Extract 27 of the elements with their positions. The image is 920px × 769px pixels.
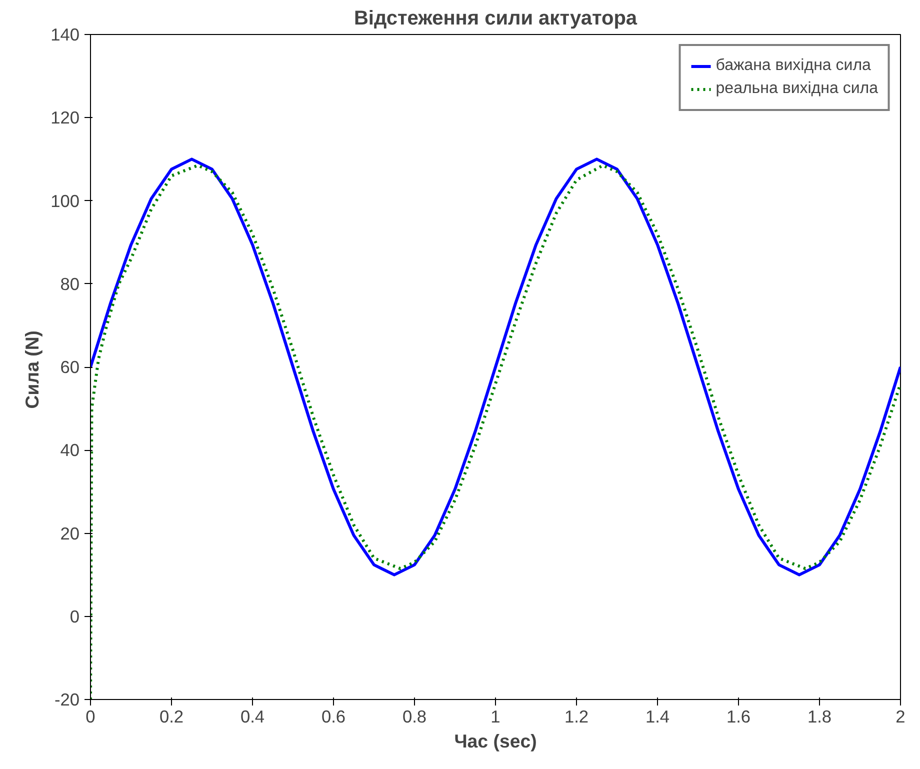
y-tick-label: 140 xyxy=(50,24,80,44)
legend-label: реальна вихідна сила xyxy=(716,80,878,98)
chart-title: Відстеження сили актуатора xyxy=(354,8,638,30)
y-tick-label: 0 xyxy=(70,606,80,626)
line-series xyxy=(90,158,900,576)
x-tick-label: 0.2 xyxy=(159,706,184,726)
y-tick-label: 60 xyxy=(60,357,80,377)
x-tick-label: 0.4 xyxy=(240,706,265,726)
y-tick-label: 40 xyxy=(60,440,80,460)
y-tick-label: 120 xyxy=(50,108,80,128)
y-tick-label: 80 xyxy=(60,274,80,294)
x-tick-label: 0.6 xyxy=(321,706,346,726)
x-tick-label: 2 xyxy=(896,706,906,726)
y-tick-label: -20 xyxy=(54,690,80,710)
y-axis-title: Сила (N) xyxy=(22,330,43,409)
x-tick-label: 1.6 xyxy=(726,706,751,726)
x-tick-label: 1.2 xyxy=(564,706,589,726)
y-tick-label: 20 xyxy=(60,523,80,544)
line-series xyxy=(90,164,900,700)
legend-label: бажана вихідна сила xyxy=(716,57,871,75)
x-axis-title: Час (sec) xyxy=(454,730,537,752)
x-tick-label: 1.4 xyxy=(645,706,670,726)
x-tick-label: 1.8 xyxy=(807,706,832,726)
x-tick-label: 0 xyxy=(86,706,96,726)
x-tick-label: 0.8 xyxy=(402,706,427,726)
x-tick-label: 1 xyxy=(490,706,500,726)
y-tick-label: 100 xyxy=(50,190,80,211)
